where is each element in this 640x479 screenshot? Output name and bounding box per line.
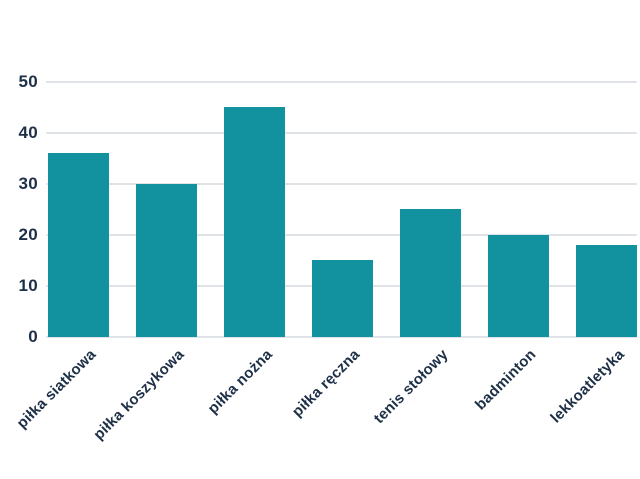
grid-line — [46, 182, 637, 185]
x-axis-label: piłka ręczna — [289, 346, 364, 421]
x-axis-label: badminton — [472, 346, 540, 414]
bar-badminton — [488, 234, 549, 337]
y-axis-tick-label: 0 — [28, 327, 38, 346]
grid-line — [46, 80, 637, 83]
x-axis-label: tenis stołowy — [370, 346, 452, 428]
grid-line — [46, 336, 637, 338]
y-axis-tick-label: 20 — [18, 224, 38, 244]
y-axis-tick-label: 30 — [18, 173, 38, 193]
x-axis-label: lekkoatletyka — [547, 346, 628, 427]
bar-piłka ręczna — [312, 260, 373, 337]
grid-line — [46, 233, 637, 236]
bar-piłka nożna — [224, 107, 285, 337]
bar-piłka koszykowa — [136, 183, 197, 337]
x-axis-label: piłka koszykowa — [90, 346, 188, 444]
x-axis-label: piłka nożna — [204, 346, 276, 418]
bar-piłka siatkowa — [48, 153, 109, 337]
bar-lekkoatletyka — [576, 245, 637, 337]
x-axis-label: piłka siatkowa — [13, 346, 100, 432]
grid-line — [46, 131, 637, 134]
bar-tenis stołowy — [400, 209, 461, 337]
y-axis-tick-label: 40 — [18, 122, 38, 142]
y-axis-tick-label: 50 — [18, 71, 38, 91]
y-axis-tick-label: 10 — [18, 275, 38, 295]
